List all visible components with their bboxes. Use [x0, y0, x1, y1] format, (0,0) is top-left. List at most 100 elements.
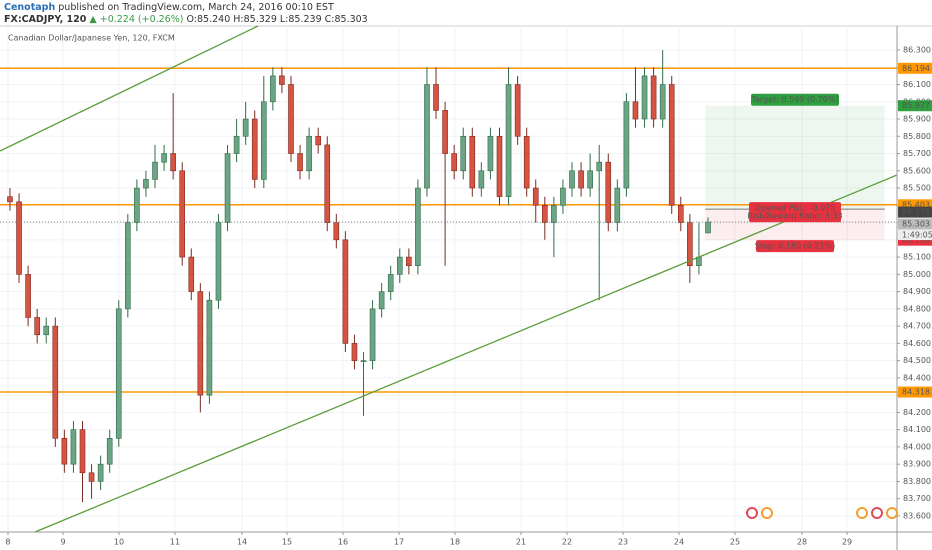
- candle-body: [43, 325, 50, 336]
- target-zone: [705, 105, 885, 210]
- countdown: 1:49:05: [902, 231, 932, 240]
- candle-body: [505, 84, 512, 197]
- y-tick-label: 84.700: [903, 322, 931, 331]
- author[interactable]: Cenotaph: [4, 2, 55, 13]
- candle-body: [279, 75, 285, 85]
- target-tag-box: [898, 100, 932, 112]
- candle-body: [659, 84, 666, 120]
- candle-body: [351, 343, 358, 361]
- candle-body: [451, 153, 457, 172]
- level-tag: 85.403: [902, 200, 930, 209]
- y-tick-label: 83.900: [903, 460, 931, 469]
- candle-body: [88, 472, 95, 482]
- candle-body: [251, 118, 258, 180]
- x-tick-label: 22: [562, 538, 572, 547]
- candle-body: [224, 153, 231, 223]
- candle-body: [125, 222, 131, 310]
- candle-body: [161, 153, 167, 163]
- ohlc: O:85.240 H:85.329 L:85.239 C:85.303: [187, 14, 368, 25]
- stop-label-box: [756, 240, 835, 253]
- y-tick-label: 86.300: [903, 45, 931, 54]
- event-icon[interactable]: [856, 507, 868, 519]
- target-label: Target: 0.599 (0.70%): [750, 95, 838, 104]
- candle-body: [179, 170, 186, 258]
- candle-body: [134, 187, 140, 223]
- x-tick-label: 28: [797, 538, 807, 547]
- candle-body: [288, 84, 294, 154]
- candle-body: [306, 135, 312, 172]
- y-tick-label: 85.100: [903, 253, 931, 262]
- candle-body: [496, 135, 503, 197]
- x-tick-label: 8: [5, 538, 10, 547]
- y-tick-label: 84.100: [903, 425, 931, 434]
- y-tick-label: 84.400: [903, 373, 931, 382]
- candle-body: [677, 205, 684, 223]
- event-icon[interactable]: [871, 507, 883, 519]
- candle-body: [623, 101, 630, 189]
- y-tick-label: 85.000: [903, 270, 931, 279]
- candle-body: [705, 221, 711, 234]
- trend-line: [34, 174, 898, 533]
- event-icon[interactable]: [761, 507, 773, 519]
- candle-body: [442, 110, 448, 154]
- candle-body: [614, 187, 621, 223]
- published: published on TradingView.com, March 24, …: [58, 2, 334, 13]
- candle-body: [143, 179, 149, 189]
- candle-body: [70, 429, 77, 465]
- candle-body: [106, 437, 113, 465]
- candle-body: [687, 222, 693, 267]
- candle-body: [315, 135, 321, 146]
- candle-body: [460, 135, 467, 172]
- candle-body: [487, 135, 494, 172]
- candle-body: [61, 437, 68, 465]
- candle-body: [433, 84, 439, 111]
- candle-body: [424, 84, 430, 189]
- y-tick-label: 85.600: [903, 166, 931, 175]
- candle-body: [270, 75, 276, 103]
- level-tag: 84.318: [902, 388, 930, 397]
- candle-body: [369, 308, 376, 361]
- candle-body: [578, 170, 584, 189]
- candle-body: [152, 161, 158, 180]
- candle-body: [97, 463, 104, 482]
- candle-body: [25, 274, 31, 318]
- candle-body: [324, 144, 331, 223]
- change: ▲ +0.224 (+0.26%): [89, 14, 183, 25]
- candle-body: [260, 101, 267, 180]
- candle-body: [523, 135, 530, 189]
- candle-body: [233, 135, 240, 154]
- stop-tag-box: [898, 234, 932, 246]
- x-tick-label: 9: [60, 538, 65, 547]
- candle-body: [206, 299, 213, 396]
- level-tag-box: [898, 386, 932, 398]
- y-tick-label: 85.500: [903, 184, 931, 193]
- x-tick-label: 29: [842, 538, 852, 547]
- candle-body: [215, 222, 222, 301]
- y-tick-label: 84.500: [903, 356, 931, 365]
- candle-body: [79, 429, 86, 474]
- candle-body: [560, 187, 566, 206]
- plot-area: [0, 26, 897, 532]
- event-icon[interactable]: [886, 507, 898, 519]
- stop-tag: 85.198: [902, 236, 930, 245]
- candle-body: [34, 317, 40, 336]
- event-icons: [746, 507, 898, 519]
- candle-body: [605, 161, 612, 223]
- candle-body: [469, 135, 476, 189]
- y-tick-label: 84.200: [903, 408, 931, 417]
- level-tag: 86.194: [902, 64, 930, 73]
- y-tick-label: 83.600: [903, 511, 931, 520]
- target-tag: 85.977: [902, 101, 930, 110]
- candle-body: [333, 222, 340, 241]
- candle-body: [632, 101, 639, 120]
- candle-body: [387, 274, 394, 292]
- pnl-box: [749, 202, 842, 223]
- event-icon[interactable]: [746, 507, 758, 519]
- candle-body: [587, 170, 593, 189]
- candle-body: [551, 205, 557, 223]
- candle-body: [297, 153, 303, 172]
- candle-body: [197, 291, 204, 396]
- candle-body: [532, 187, 539, 206]
- y-tick-label: 85.800: [903, 132, 931, 141]
